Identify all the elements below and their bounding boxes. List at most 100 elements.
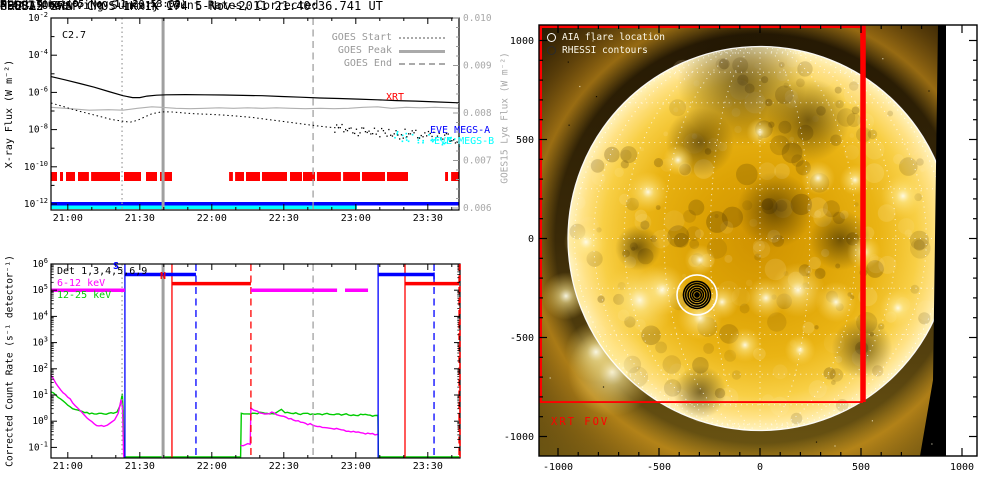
short-channel-scatter-dot [427, 130, 430, 133]
short-channel-scatter-dot [431, 135, 433, 138]
texture-mottle [911, 149, 927, 165]
active-region [784, 334, 816, 366]
meridian-line [709, 47, 811, 430]
texture-mottle [878, 255, 897, 274]
x-tick-label: 21:00 [53, 461, 83, 472]
short-channel-scatter-dot [363, 127, 365, 129]
texture-mottle [739, 303, 750, 314]
xrt-observation-bar [235, 172, 244, 181]
goes-legend-start: GOES Start [298, 31, 445, 44]
texture-mottle [920, 167, 925, 173]
xrt-observation-bar [66, 172, 75, 181]
short-channel-scatter-dot [413, 132, 415, 134]
megs-b-scatter-dot [441, 143, 444, 146]
short-channel-scatter-dot [453, 139, 455, 141]
megs-b-scatter-dot [422, 139, 424, 142]
texture-mottle [824, 385, 829, 390]
xrt-observation-bar [316, 172, 341, 181]
megs-b-scatter-dot [432, 140, 434, 142]
xrt-observation-bar [362, 172, 385, 181]
short-channel-scatter-dot [447, 133, 449, 135]
noise-speck [931, 443, 933, 445]
meridian-line [663, 47, 857, 430]
short-channel-scatter-dot [422, 136, 424, 138]
short-channel-scatter-dot [424, 132, 426, 134]
x-tick-label: 21:30 [125, 461, 155, 472]
noise-speck [882, 58, 884, 60]
goes-legend-end: GOES End [298, 57, 445, 70]
hessi-plot-title: HESSI Observing Summary Count Rates, Cor… [0, 0, 319, 12]
megs-b-scatter-dot [417, 141, 420, 144]
hessi-6-12kev-curve-b [240, 406, 379, 447]
xrt-fov-label: XRT FOV [551, 416, 610, 428]
megs-b-scatter-dot [405, 139, 408, 141]
goes-lya-curve [50, 106, 460, 111]
xrt-observation-bar [303, 172, 315, 181]
megs-b-scatter-dot [405, 136, 407, 139]
xrt-observation-bar [124, 172, 141, 181]
noise-speck [834, 445, 836, 447]
goes-long-curve [50, 76, 460, 104]
texture-mottle [655, 341, 667, 354]
noise-speck [941, 323, 944, 325]
xrt-observation-bar [290, 172, 302, 181]
megs-b-scatter-dot [453, 138, 456, 140]
texture-mottle [703, 343, 714, 354]
texture-mottle [688, 199, 705, 216]
short-channel-scatter-dot [366, 131, 368, 134]
short-channel-scatter-dot [336, 124, 338, 126]
short-channel-scatter-dot [418, 137, 421, 139]
texture-mottle [571, 195, 586, 210]
hessi-x-axis-label: Start Time (05-Nov-11 20:53:02) [0, 0, 187, 10]
texture-mottle [620, 149, 632, 161]
axis-tick-label: 100 [32, 414, 48, 427]
texture-mottle [620, 146, 638, 164]
short-channel-scatter-dot [426, 135, 428, 137]
xrt-observation-bar [262, 172, 287, 181]
megs-b-scatter-dot [440, 138, 442, 141]
goes-legend-peak: GOES Peak [298, 44, 445, 57]
aia-flare-circle-icon [547, 33, 556, 42]
dark-region [766, 78, 850, 162]
short-channel-scatter-dot [343, 131, 345, 133]
short-channel-scatter-dot [334, 131, 336, 133]
y-tick-label: 0 [528, 234, 534, 245]
axis-tick-label: 10-6 [28, 85, 48, 98]
megs-b-scatter-dot [433, 139, 435, 141]
texture-mottle [907, 232, 915, 240]
noise-speck [815, 441, 818, 443]
noise-speck [595, 96, 598, 98]
texture-mottle [808, 380, 827, 399]
short-channel-scatter-dot [397, 134, 399, 136]
megs-b-scatter-dot [430, 139, 432, 142]
texture-mottle [663, 210, 685, 232]
x-tick-label: 23:00 [341, 461, 371, 472]
texture-mottle [887, 110, 894, 117]
short-channel-scatter-dot [352, 132, 354, 134]
noise-speck [592, 40, 594, 42]
swap-legend: AIA flare location RHESSI contours [547, 31, 665, 57]
x-tick-label: 23:30 [413, 461, 443, 472]
axis-tick-label: 104 [32, 309, 48, 322]
active-region [815, 281, 857, 323]
short-channel-scatter-dot [345, 128, 347, 131]
dotted-line-sample [399, 37, 445, 39]
x-tick-label: 0 [757, 462, 763, 473]
texture-mottle [614, 167, 624, 178]
hessi-y-axis-label: Corrected Count Rate (s⁻¹ detector⁻¹) [4, 255, 16, 467]
right-tick-label: 0.007 [463, 156, 492, 167]
axis-tick-label: 106 [32, 257, 48, 270]
hessi-plot-frame [50, 263, 461, 459]
short-channel-scatter-dot [409, 133, 412, 135]
hessi-legend-6-12kev: 6-12 keV [57, 278, 106, 289]
megs-b-scatter-dot [405, 132, 408, 135]
texture-mottle [634, 209, 648, 222]
short-channel-scatter-dot [382, 130, 385, 132]
texture-mottle [851, 106, 860, 115]
short-channel-scatter-dot [370, 133, 372, 135]
axis-tick-label: 102 [32, 362, 48, 375]
hessi-12-25kev-curve [50, 391, 459, 458]
texture-mottle [724, 254, 733, 263]
texture-mottle [686, 226, 701, 241]
active-region [563, 219, 609, 265]
